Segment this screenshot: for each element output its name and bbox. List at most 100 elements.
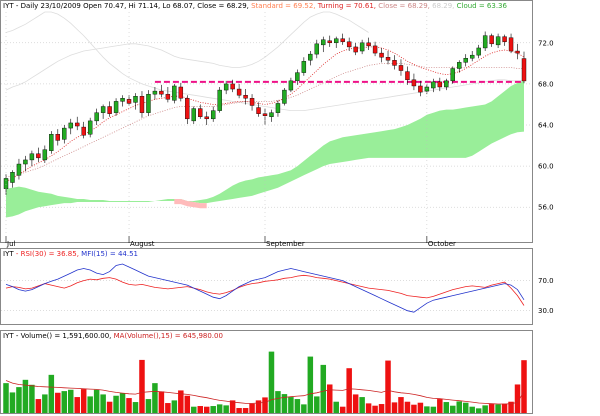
candle-up: [431, 81, 436, 89]
candle-down: [385, 57, 391, 61]
header-part: Turning = 70.61,: [317, 2, 378, 10]
candle-down: [178, 86, 184, 99]
cloud-area: [6, 80, 524, 218]
volume-bar-down: [514, 384, 521, 413]
candle-down: [159, 90, 164, 95]
volume-bar-up: [314, 396, 320, 413]
candle-down: [36, 153, 41, 159]
volume-bar-down: [203, 406, 210, 413]
header-part: Close = 68.29,: [378, 2, 432, 10]
price-tick-label: 68.0: [538, 80, 554, 88]
candle-up: [94, 112, 99, 122]
candle-up: [476, 47, 481, 56]
candle-down: [230, 83, 235, 90]
volume-bar-down: [326, 384, 333, 413]
volume-bar-down: [178, 390, 184, 413]
volume-bar-up: [275, 391, 281, 413]
candlestick-series: [3, 31, 527, 195]
volume-bar-down: [437, 399, 443, 413]
candle-up: [321, 39, 326, 46]
volume-bar-up: [210, 406, 216, 413]
candle-up: [113, 101, 119, 113]
volume-bar-down: [352, 394, 359, 413]
candle-down: [126, 99, 132, 104]
candle-up: [275, 103, 281, 113]
header-symbol: IYT: [3, 250, 14, 258]
volume-bar-down: [365, 403, 372, 413]
date-tick-label: August: [130, 240, 155, 248]
volume-bar-up: [216, 404, 223, 413]
candle-up: [191, 108, 196, 122]
volume-bar-down: [255, 400, 262, 413]
volume-bar-up: [469, 406, 475, 413]
volume-bar-up: [430, 406, 437, 413]
volume-bar-down: [249, 403, 255, 413]
ichimoku-cloud: [6, 80, 524, 218]
candle-up: [463, 58, 468, 63]
candle-up: [62, 127, 67, 140]
volume-bar-down: [236, 408, 242, 413]
volume-bar-up: [288, 397, 294, 413]
price-tick-label: 56.0: [538, 204, 554, 212]
candle-down: [262, 113, 268, 116]
candle-up: [482, 35, 488, 49]
volume-bar-down: [501, 403, 508, 413]
oscillator-tick-label: 30.0: [538, 307, 554, 315]
candle-down: [508, 37, 514, 52]
header-part: - Daily 23/10/2009 Open 70.47, Hi 71.14,…: [14, 2, 251, 10]
volume-bar-down: [521, 360, 527, 413]
volume-bar-up: [3, 383, 9, 413]
volume-bar-down: [165, 403, 171, 413]
date-axis: Jul August September October: [5, 12, 456, 248]
candle-up: [210, 110, 216, 120]
volume-bar-up: [294, 399, 301, 413]
volume-bar-up: [16, 387, 22, 413]
volume-bar-up: [495, 404, 501, 413]
volume-bar-up: [223, 405, 229, 413]
volume-bar-up: [61, 391, 68, 413]
candle-down: [198, 108, 203, 117]
header-symbol: IYT: [3, 332, 14, 340]
volume-bar-up: [424, 406, 430, 413]
volume-bar-up: [462, 402, 469, 413]
volume-bar-down: [378, 404, 385, 413]
volume-bar-up: [475, 408, 482, 413]
candle-down: [340, 38, 345, 42]
volume-bar-up: [307, 356, 314, 413]
volume-bar-down: [106, 401, 113, 413]
volume-bar-down: [488, 404, 495, 413]
volume-bar-down: [80, 389, 87, 413]
volume-bar-down: [242, 408, 249, 413]
candle-down: [249, 98, 255, 106]
candle-down: [81, 126, 86, 136]
candle-down: [139, 96, 145, 113]
volume-bar-down: [197, 406, 204, 413]
candle-down: [366, 42, 371, 47]
price-tick-label: 72.0: [538, 39, 554, 47]
candle-down: [392, 60, 397, 66]
cloud-bearish-area: [174, 199, 207, 209]
candle-down: [165, 93, 171, 100]
volume-bar-up: [482, 405, 488, 413]
candle-down: [243, 95, 248, 99]
candle-up: [133, 96, 138, 103]
candle-up: [457, 62, 462, 69]
candle-down: [327, 40, 332, 44]
volume-bar-down: [411, 404, 417, 413]
volume-bar-up: [191, 406, 197, 413]
volume-bar-up: [333, 401, 339, 413]
volume-bar-down: [229, 400, 236, 413]
header-part: Cloud = 63.36: [457, 2, 508, 10]
header-part: MA(Volume(),15) = 645,980.00: [114, 332, 223, 340]
candle-down: [515, 50, 520, 54]
candle-up: [450, 68, 455, 82]
candle-up: [29, 153, 35, 161]
candle-up: [359, 42, 365, 52]
volume-bar-up: [320, 364, 327, 413]
candle-up: [269, 112, 274, 117]
candle-down: [405, 71, 410, 80]
mfi-line: [5, 263, 525, 313]
